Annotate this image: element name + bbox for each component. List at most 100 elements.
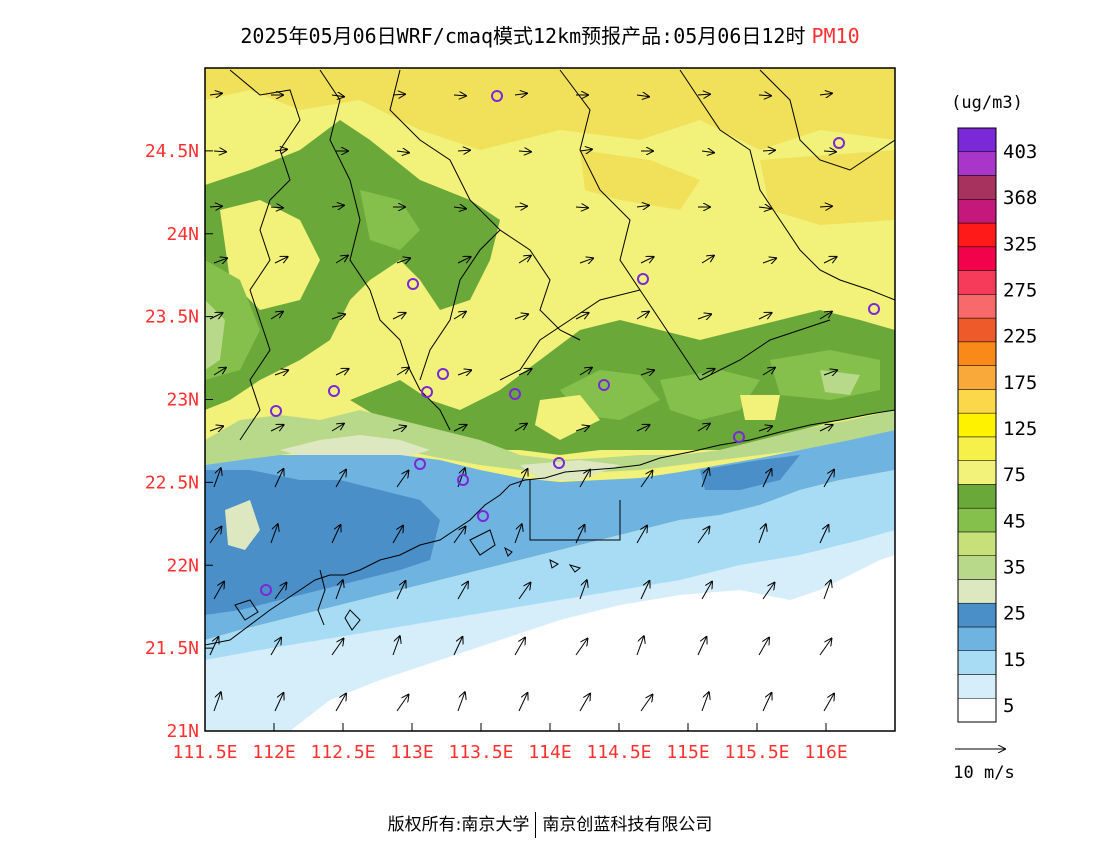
colorbar-swatch — [957, 650, 997, 675]
wind-arrow — [392, 94, 405, 95]
colorbar-label: 275 — [1003, 280, 1037, 302]
colorbar-label: 75 — [1003, 464, 1026, 486]
station-markers — [260, 90, 880, 596]
colorbar-swatch — [957, 674, 997, 699]
colorbar-swatch — [957, 436, 997, 461]
wind-arrow — [819, 206, 832, 207]
title-pollutant: PM10 — [811, 24, 860, 48]
wind-arrow — [823, 580, 831, 600]
wind-arrow — [335, 580, 343, 600]
wind-arrow — [579, 580, 587, 600]
colorbar-swatch — [957, 412, 997, 438]
wind-arrow — [636, 636, 644, 656]
wind-arrow — [518, 256, 531, 264]
wind-vectors — [209, 93, 837, 712]
wind-arrow — [453, 312, 466, 320]
lon-label: 115.5E — [724, 742, 789, 763]
wind-arrow — [457, 370, 471, 375]
wind-arrow — [819, 525, 828, 544]
wind-arrow — [636, 95, 649, 97]
colorbar-swatch — [957, 127, 997, 153]
wind-arrow — [636, 312, 649, 320]
wind-arrow — [331, 205, 344, 207]
wind-arrow — [274, 370, 288, 375]
wind-arrow — [697, 314, 711, 319]
wind-arrow — [331, 424, 344, 432]
lon-label: 116E — [804, 742, 847, 763]
wind-legend-label: 10 m/s — [953, 763, 1014, 783]
wind-arrow — [213, 258, 227, 263]
wind-arrow — [335, 694, 346, 712]
wind-arrow — [457, 582, 468, 600]
wind-arrow — [701, 582, 712, 600]
wind-arrow — [396, 258, 410, 263]
wind-arrow — [575, 313, 589, 319]
wind-arrow — [762, 583, 774, 600]
wind-arrow — [514, 206, 527, 207]
colorbar-swatch — [957, 460, 997, 485]
lon-label: 112.5E — [310, 742, 375, 763]
wind-arrow — [514, 524, 522, 544]
lon-label: 113E — [390, 742, 433, 763]
wind-arrow — [518, 151, 531, 152]
wind-arrow — [640, 257, 654, 263]
wind-arrow — [331, 314, 345, 319]
copyright: 版权所有:南京大学 南京创蓝科技有限公司 — [0, 810, 1100, 838]
wind-arrow — [697, 94, 710, 95]
wind-arrow — [457, 692, 465, 712]
wind-arrow — [335, 256, 348, 264]
wind-arrow — [270, 524, 278, 544]
colorbar-swatch — [957, 294, 997, 319]
wind-arrow — [274, 469, 283, 488]
colorbar-label: 403 — [1003, 141, 1037, 163]
colorbar-swatch — [957, 365, 997, 390]
colorbar-swatch — [957, 389, 997, 414]
wind-arrow — [331, 525, 340, 544]
wind-arrow — [209, 313, 223, 319]
wind-arrow — [213, 151, 226, 152]
colorbar-swatch — [957, 317, 997, 343]
wind-arrow — [762, 258, 776, 263]
colorbar-label: 325 — [1003, 233, 1037, 255]
lat-label: 23N — [166, 390, 199, 411]
wind-arrow — [518, 369, 532, 375]
wind-arrow — [758, 313, 772, 319]
wind-arrow — [270, 207, 283, 208]
wind-arrow — [453, 95, 466, 96]
wind-arrow — [697, 424, 710, 432]
wind-arrow — [392, 313, 406, 319]
wind-arrow — [209, 426, 223, 431]
wind-arrow — [758, 638, 769, 656]
wind-arrow — [823, 694, 834, 712]
wind-arrow — [514, 638, 525, 656]
colorbar-swatch — [957, 507, 997, 533]
colorbar-label: 225 — [1003, 326, 1037, 348]
lat-label: 22.5N — [145, 472, 199, 493]
wind-arrow — [575, 207, 588, 208]
wind-arrow — [457, 150, 470, 151]
wind-arrow — [575, 525, 584, 544]
wind-arrow — [213, 468, 221, 488]
wind-arrow — [762, 469, 771, 488]
wind-legend: 10 m/s — [953, 749, 1015, 783]
wind-arrow — [514, 424, 527, 432]
wind-arrow — [636, 425, 650, 431]
wind-arrow — [823, 257, 837, 263]
wind-arrow — [701, 468, 709, 488]
wind-arrow — [762, 693, 771, 712]
wind-arrow — [697, 527, 709, 544]
colorbar-label: 125 — [1003, 418, 1037, 440]
wind-arrow — [819, 312, 832, 320]
wind-arrow — [213, 692, 221, 712]
boundaries — [205, 69, 895, 646]
colorbar-swatch — [957, 531, 997, 556]
colorbar-swatch — [957, 222, 997, 248]
lat-label: 24.5N — [145, 141, 199, 162]
wind-arrow — [823, 151, 836, 152]
wind-arrow — [514, 93, 527, 95]
wind-arrow — [758, 426, 772, 431]
colorbar-swatch — [957, 246, 997, 271]
wind-arrow — [636, 205, 649, 207]
lon-label: 114E — [528, 742, 571, 763]
